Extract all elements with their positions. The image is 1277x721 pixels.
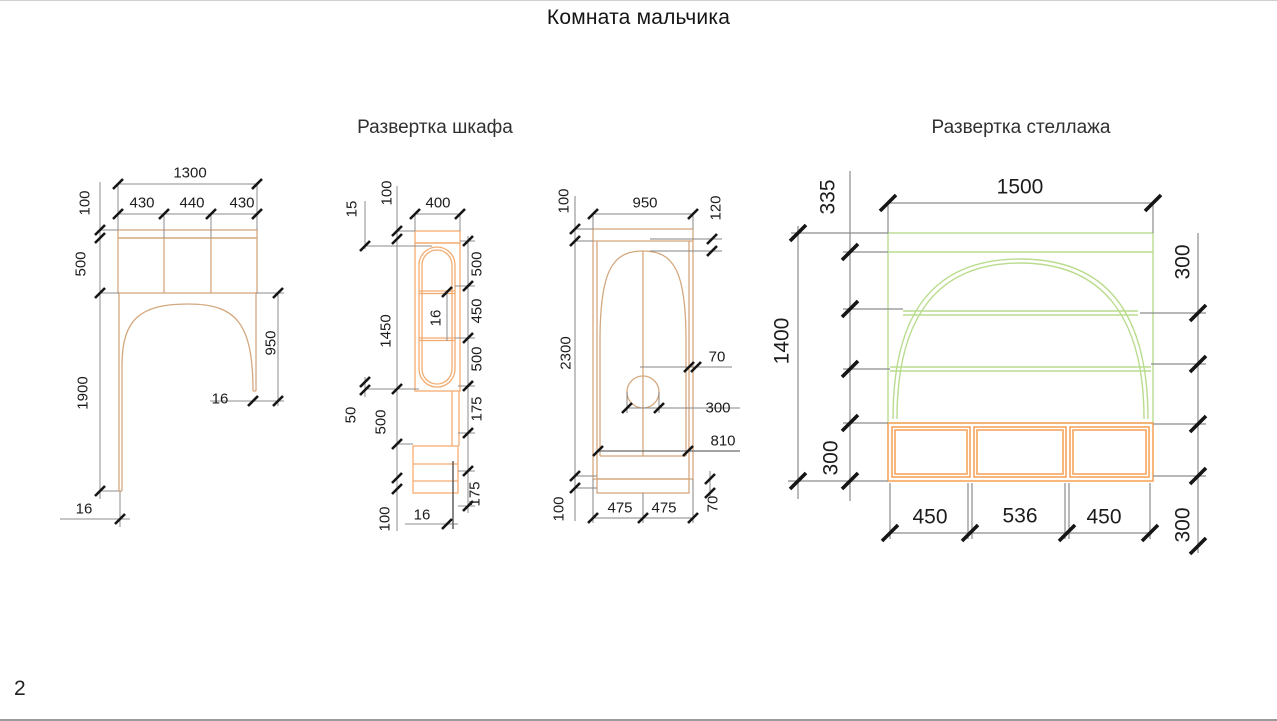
wardrobe-doors-lines — [569, 196, 740, 524]
dim-label: 950 — [262, 330, 280, 356]
dim-label: 100 — [76, 190, 94, 216]
dim-label: 300 — [1171, 244, 1195, 280]
dim-label: 440 — [179, 194, 205, 212]
dim-label: 1900 — [74, 376, 92, 410]
dim-label: 1400 — [770, 317, 794, 365]
section-title-shelving: Развертка стеллажа — [931, 117, 1111, 138]
dim-label: 100 — [376, 506, 394, 532]
dim-label: 300 — [819, 440, 843, 476]
dim-label: 175 — [466, 481, 484, 507]
wardrobe-front-lines — [60, 178, 284, 527]
dim-label: 810 — [710, 432, 736, 450]
dim-label: 536 — [1002, 504, 1038, 528]
dim-label: 1450 — [377, 314, 395, 348]
dim-label: 500 — [468, 346, 486, 372]
wardrobe-side-lines — [359, 186, 475, 531]
dim-label: 16 — [211, 390, 229, 408]
dim-label: 430 — [229, 194, 255, 212]
dim-label: 50 — [342, 406, 360, 424]
dim-label: 70 — [708, 348, 726, 366]
dim-label: 70 — [704, 495, 722, 513]
dim-label: 335 — [816, 179, 840, 215]
dim-label: 175 — [468, 396, 486, 422]
dim-label: 300 — [705, 399, 731, 417]
dim-label: 450 — [912, 505, 948, 529]
dim-label: 15 — [343, 200, 361, 218]
dim-label: 16 — [427, 309, 445, 327]
dim-label: 500 — [372, 409, 390, 435]
dim-label: 430 — [129, 194, 155, 212]
dim-label: 120 — [707, 195, 725, 221]
dim-label: 1500 — [996, 175, 1044, 199]
dim-label: 1300 — [173, 164, 207, 182]
dim-label: 300 — [1171, 507, 1195, 543]
dim-label: 2300 — [557, 336, 575, 370]
dim-label: 400 — [425, 194, 451, 212]
shelving-lines — [788, 171, 1208, 556]
dim-label: 500 — [72, 251, 90, 277]
dim-label: 100 — [378, 180, 396, 206]
section-title-wardrobe: Развертка шкафа — [357, 117, 513, 138]
page-title: Комната мальчика — [546, 6, 731, 29]
dim-label: 100 — [555, 188, 573, 214]
page-number: 2 — [14, 677, 26, 700]
dim-label: 450 — [1086, 505, 1122, 529]
dim-label: 950 — [632, 194, 658, 212]
dim-label: 500 — [468, 251, 486, 277]
dim-label: 475 — [607, 499, 633, 517]
dim-label: 16 — [75, 500, 93, 518]
dim-label: 16 — [413, 506, 431, 524]
dim-label: 450 — [468, 298, 486, 324]
dim-label: 475 — [651, 499, 677, 517]
dim-label: 100 — [550, 496, 568, 522]
